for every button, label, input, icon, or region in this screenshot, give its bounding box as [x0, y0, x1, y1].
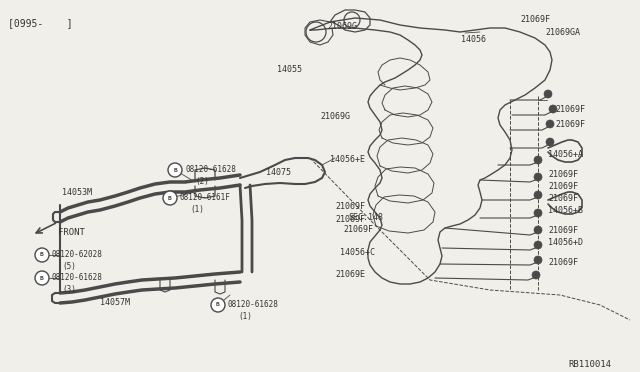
- Text: 14056+D: 14056+D: [548, 238, 583, 247]
- Text: 21069F: 21069F: [335, 202, 365, 211]
- Text: 08120-61628: 08120-61628: [52, 273, 103, 282]
- Text: 21069F: 21069F: [548, 182, 578, 191]
- Text: (1): (1): [238, 312, 252, 321]
- Text: 14075: 14075: [266, 168, 291, 177]
- Circle shape: [211, 298, 225, 312]
- Text: 21069F: 21069F: [555, 105, 585, 114]
- Circle shape: [35, 271, 49, 285]
- Circle shape: [168, 163, 182, 177]
- Text: SEC.148: SEC.148: [348, 213, 383, 222]
- Text: 21069GA: 21069GA: [545, 28, 580, 37]
- Text: 14057M: 14057M: [100, 298, 130, 307]
- Text: 14056+B: 14056+B: [548, 206, 583, 215]
- Circle shape: [546, 138, 554, 146]
- Text: B: B: [216, 302, 220, 308]
- Circle shape: [534, 226, 542, 234]
- Circle shape: [534, 156, 542, 164]
- Circle shape: [549, 105, 557, 113]
- Text: 14056+E: 14056+E: [330, 155, 365, 164]
- Circle shape: [534, 191, 542, 199]
- Text: 21069F: 21069F: [335, 215, 365, 224]
- Circle shape: [163, 191, 177, 205]
- Text: 21069F: 21069F: [548, 194, 578, 203]
- Circle shape: [35, 248, 49, 262]
- Circle shape: [532, 271, 540, 279]
- Circle shape: [534, 241, 542, 249]
- Text: B: B: [40, 276, 44, 280]
- Text: 21069F: 21069F: [548, 170, 578, 179]
- Text: B: B: [40, 253, 44, 257]
- Circle shape: [534, 173, 542, 181]
- Text: 21069F: 21069F: [548, 226, 578, 235]
- Text: B: B: [168, 196, 172, 201]
- Text: 14056+C: 14056+C: [340, 248, 375, 257]
- Circle shape: [544, 90, 552, 98]
- Text: 21069F: 21069F: [520, 15, 550, 24]
- Text: 08120-62028: 08120-62028: [52, 250, 103, 259]
- Text: (1): (1): [190, 205, 204, 214]
- Circle shape: [534, 256, 542, 264]
- Text: 21069F: 21069F: [548, 258, 578, 267]
- Text: (2): (2): [195, 177, 209, 186]
- Text: 21069G: 21069G: [327, 22, 357, 31]
- Text: 14056: 14056: [461, 35, 486, 44]
- Text: [0995-    ]: [0995- ]: [8, 18, 72, 28]
- Text: 21069E: 21069E: [335, 270, 365, 279]
- Text: 21069G: 21069G: [320, 112, 350, 121]
- Text: 21069F: 21069F: [343, 225, 373, 234]
- Text: FRONT: FRONT: [58, 228, 85, 237]
- Text: RB110014: RB110014: [568, 360, 611, 369]
- Text: 08120-6161F: 08120-6161F: [180, 193, 231, 202]
- Text: B: B: [173, 167, 177, 173]
- Text: 14055: 14055: [277, 65, 302, 74]
- Text: 14056+A: 14056+A: [548, 150, 583, 159]
- Text: (3): (3): [62, 285, 76, 294]
- Circle shape: [534, 209, 542, 217]
- Text: 08120-61628: 08120-61628: [185, 165, 236, 174]
- Text: 08120-61628: 08120-61628: [228, 300, 279, 309]
- Text: 21069F: 21069F: [555, 120, 585, 129]
- Text: 14053M: 14053M: [62, 188, 92, 197]
- Circle shape: [546, 120, 554, 128]
- Text: (5): (5): [62, 262, 76, 271]
